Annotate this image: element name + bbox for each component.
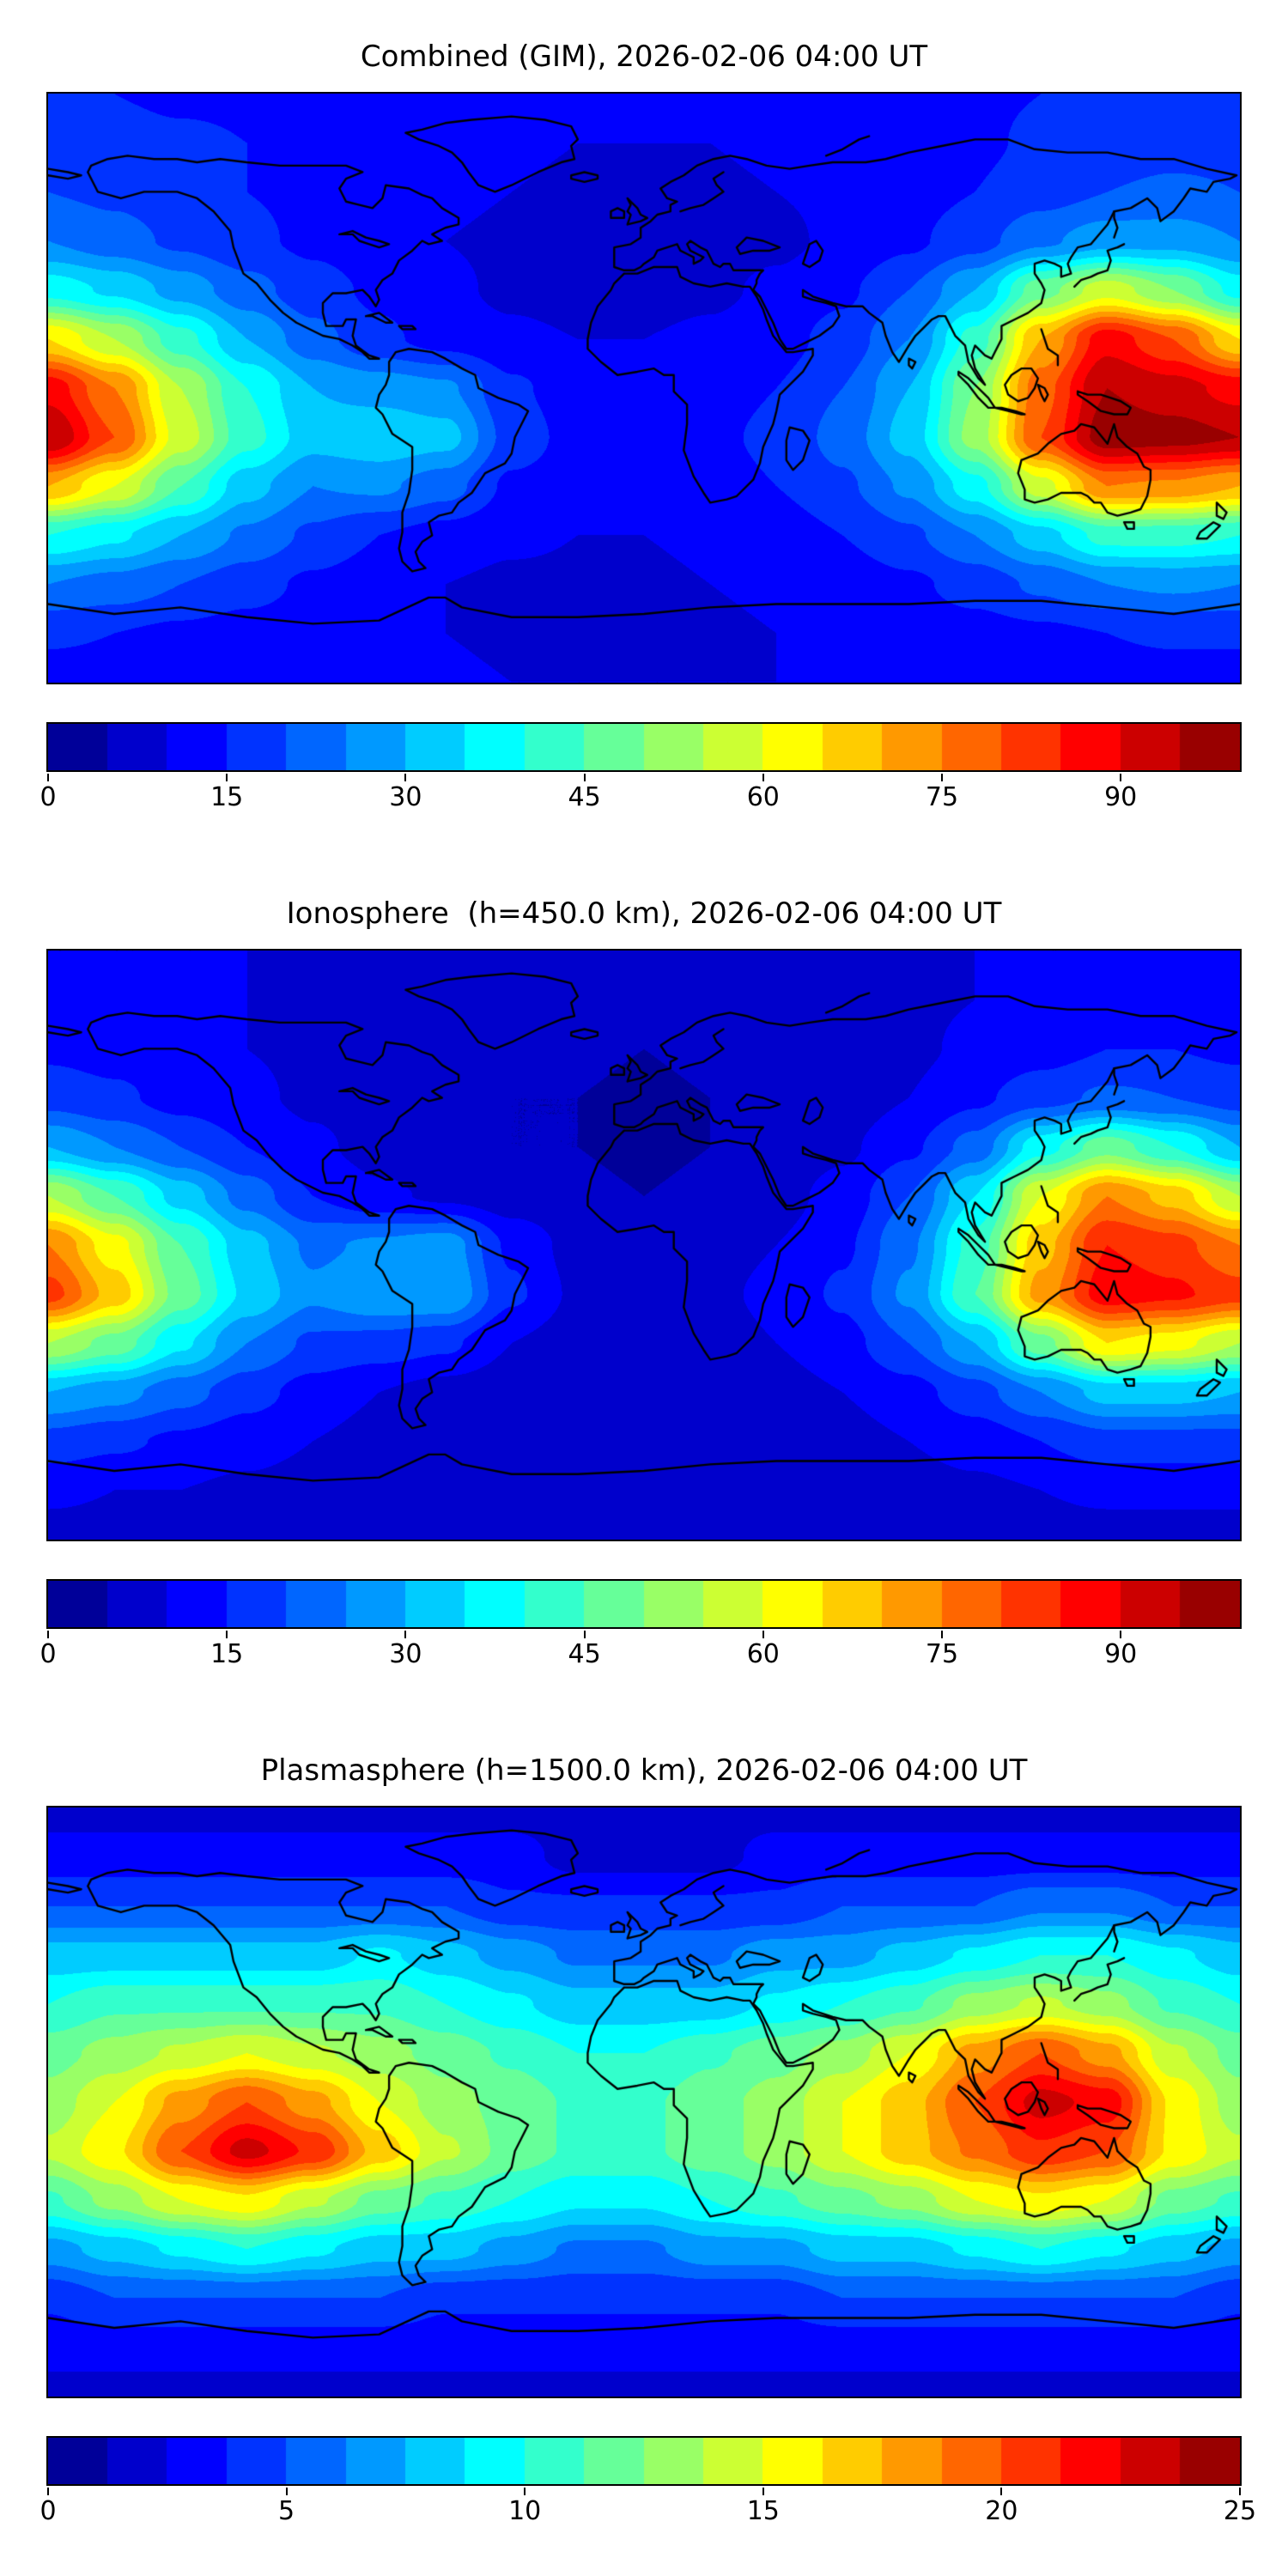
map-canvas-ionosphere <box>48 951 1240 1540</box>
colorbar-tick-mark <box>1120 774 1122 781</box>
colorbar-tick-mark <box>47 774 49 781</box>
colorbar-tick-label: 15 <box>746 2496 780 2526</box>
colorbar-tick-mark <box>1120 1631 1122 1638</box>
colorbar-tick-mark <box>226 774 228 781</box>
panel-title-combined: Combined (GIM), 2026-02-06 04:00 UT <box>360 39 928 74</box>
colorbar-ticks-plasmasphere: 0 5 10 15 20 25 <box>39 2488 1256 2529</box>
colorbar-tick-label: 60 <box>746 1639 780 1669</box>
colorbar-tick-label: 20 <box>985 2496 1018 2526</box>
colorbar-tick-mark <box>47 1631 49 1638</box>
colorbar-tick-label: 90 <box>1104 1639 1138 1669</box>
colorbar-tick-mark <box>524 2488 526 2495</box>
colorbar-tick-label: 15 <box>210 782 244 812</box>
colorbar-tick-label: 25 <box>1223 2496 1257 2526</box>
colorbar-frame-ionosphere <box>46 1579 1242 1629</box>
colorbar-tick-label: 90 <box>1104 782 1138 812</box>
panel-ionosphere: Ionosphere (h=450.0 km), 2026-02-06 04:0… <box>0 896 1288 1672</box>
panel-title-plasmasphere: Plasmasphere (h=1500.0 km), 2026-02-06 0… <box>260 1753 1028 1788</box>
panel-title-ionosphere: Ionosphere (h=450.0 km), 2026-02-06 04:0… <box>286 896 1002 931</box>
map-frame-combined <box>46 92 1242 684</box>
colorbar-tick-mark <box>762 774 764 781</box>
colorbar-tick-mark <box>404 774 407 781</box>
colorbar-tick-mark <box>941 1631 943 1638</box>
map-frame-plasmasphere <box>46 1806 1242 2398</box>
colorbar-tick-mark <box>762 1631 764 1638</box>
panel-plasmasphere: Plasmasphere (h=1500.0 km), 2026-02-06 0… <box>0 1753 1288 2529</box>
map-canvas-plasmasphere <box>48 1807 1240 2397</box>
colorbar-tick-label: 30 <box>389 782 422 812</box>
colorbar-ticks-combined: 0 15 30 45 60 75 90 <box>39 774 1242 815</box>
colorbar-tick-label: 10 <box>508 2496 542 2526</box>
colorbar-ionosphere <box>48 1581 1240 1627</box>
colorbar-tick-mark <box>583 774 586 781</box>
colorbar-tick-mark <box>285 2488 288 2495</box>
colorbar-tick-label: 60 <box>746 782 780 812</box>
panel-combined: Combined (GIM), 2026-02-06 04:00 UT 0 15 3… <box>0 39 1288 815</box>
colorbar-tick-label: 75 <box>925 1639 959 1669</box>
colorbar-tick-label: 30 <box>389 1639 422 1669</box>
colorbar-tick-label: 45 <box>568 1639 601 1669</box>
colorbar-tick-label: 15 <box>210 1639 244 1669</box>
colorbar-tick-mark <box>47 2488 49 2495</box>
colorbar-ticks-ionosphere: 0 15 30 45 60 75 90 <box>39 1631 1242 1672</box>
colorbar-tick-mark <box>1000 2488 1003 2495</box>
colorbar-tick-label: 0 <box>39 2496 57 2526</box>
colorbar-tick-mark <box>226 1631 228 1638</box>
colorbar-frame-plasmasphere <box>46 2436 1242 2486</box>
map-canvas-combined <box>48 94 1240 683</box>
colorbar-combined <box>48 724 1240 770</box>
colorbar-tick-label: 45 <box>568 782 601 812</box>
colorbar-tick-mark <box>1239 2488 1241 2495</box>
colorbar-tick-mark <box>762 2488 764 2495</box>
colorbar-tick-mark <box>941 774 943 781</box>
colorbar-tick-label: 0 <box>39 1639 57 1669</box>
colorbar-tick-mark <box>404 1631 407 1638</box>
map-frame-ionosphere <box>46 949 1242 1541</box>
colorbar-tick-label: 5 <box>278 2496 295 2526</box>
colorbar-tick-label: 0 <box>39 782 57 812</box>
colorbar-frame-combined <box>46 722 1242 772</box>
colorbar-tick-label: 75 <box>925 782 959 812</box>
colorbar-tick-mark <box>583 1631 586 1638</box>
colorbar-plasmasphere <box>48 2438 1240 2484</box>
